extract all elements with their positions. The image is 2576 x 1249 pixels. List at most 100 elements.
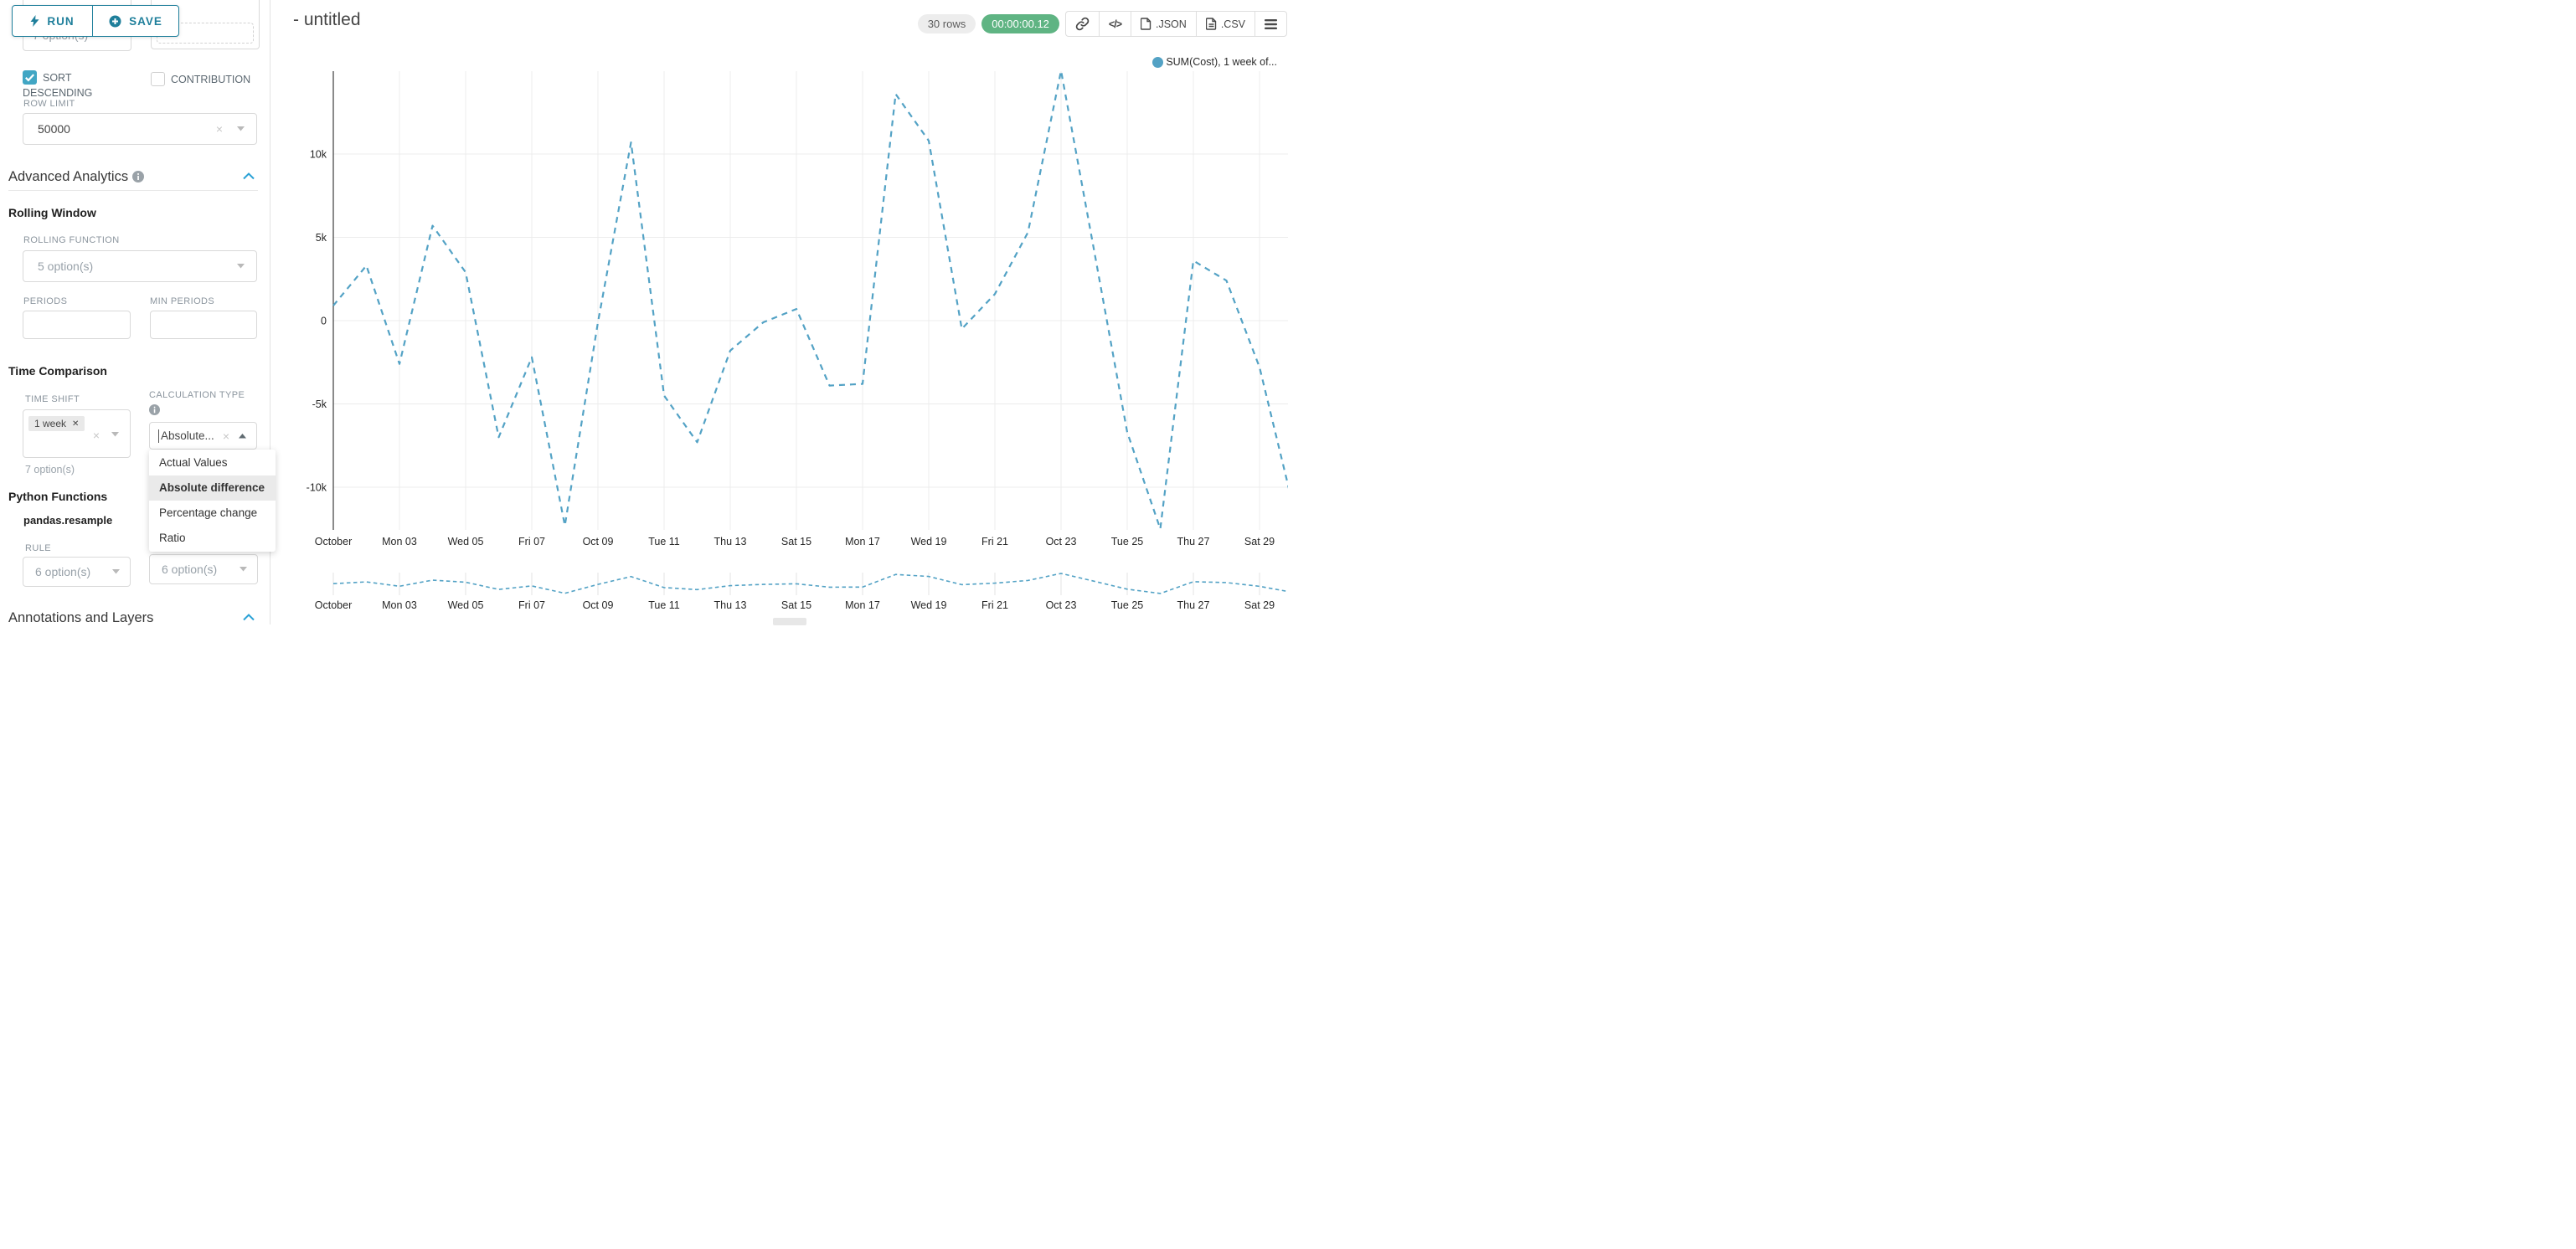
mini-x-tick-label: Fri 21	[981, 599, 1008, 611]
chart-panel: - untitled 30 rows 00:00:00.12 </> .JSON	[270, 0, 1288, 625]
periods-label: PERIODS	[23, 296, 68, 306]
row-limit-select[interactable]: 50000 ×	[23, 113, 257, 145]
chevron-up-icon[interactable]	[243, 172, 255, 180]
periods-input[interactable]	[23, 311, 131, 339]
time-shift-label: TIME SHIFT	[25, 394, 80, 404]
mini-x-tick-label: Thu 13	[714, 599, 747, 611]
dropdown-option[interactable]: Actual Values	[159, 456, 228, 469]
plus-circle-icon	[109, 15, 121, 27]
run-button[interactable]: RUN	[13, 6, 92, 36]
time-shift-helper-text: 7 option(s)	[25, 464, 75, 475]
x-icon[interactable]: ×	[215, 122, 223, 136]
x-tick-label: Oct 23	[1046, 536, 1077, 547]
x-icon[interactable]: ×	[92, 429, 100, 442]
legend-label: SUM(Cost), 1 week of...	[1166, 56, 1277, 68]
x-tick-label: Sat 29	[1244, 536, 1275, 547]
rolling-function-label: ROLLING FUNCTION	[23, 235, 120, 245]
lightning-bolt-icon	[30, 15, 39, 27]
save-button-label: SAVE	[129, 14, 162, 28]
file-icon	[1141, 18, 1151, 30]
mini-series-line	[332, 573, 1288, 594]
rolling-function-placeholder: 5 option(s)	[38, 260, 94, 273]
chart-title[interactable]: - untitled	[293, 10, 361, 29]
x-tick-label: Thu 27	[1177, 536, 1210, 547]
time-comparison-title: Time Comparison	[8, 364, 107, 378]
mini-x-tick-label: Tue 11	[648, 599, 680, 611]
x-tick-label: Thu 13	[714, 536, 747, 547]
row-limit-label: ROW LIMIT	[23, 99, 75, 109]
caret-down-icon	[112, 569, 120, 574]
rule-label: RULE	[25, 543, 51, 553]
mini-x-tick-label: Oct 09	[583, 599, 614, 611]
y-tick-label: -10k	[307, 482, 327, 494]
sort-descending-field: SORT DESCENDING	[23, 70, 111, 100]
x-tick-label: Tue 11	[648, 536, 680, 547]
chevron-up-icon[interactable]	[243, 614, 255, 621]
mini-x-tick-label: Thu 27	[1177, 599, 1210, 611]
export-csv-label: .CSV	[1220, 18, 1245, 30]
x-tick-label: Wed 05	[448, 536, 484, 547]
share-link-button[interactable]	[1066, 12, 1099, 36]
link-icon	[1075, 17, 1090, 31]
mini-x-tick-label: Fri 07	[518, 599, 545, 611]
mini-x-tick-label: Oct 23	[1046, 599, 1077, 611]
y-tick-label: -5k	[312, 398, 327, 410]
more-options-button[interactable]	[1255, 12, 1286, 36]
context-zoom-handle[interactable]	[773, 618, 806, 625]
check-icon	[25, 74, 35, 82]
calculation-type-label: CALCULATION TYPE	[149, 390, 245, 400]
x-icon[interactable]: ✕	[72, 419, 80, 429]
export-json-label: .JSON	[1156, 18, 1187, 30]
caret-down-icon	[111, 432, 119, 437]
caret-down-icon	[237, 264, 245, 269]
chart-header-actions: 30 rows 00:00:00.12 </> .JSON	[917, 11, 1287, 37]
timeseries-chart[interactable]: -10k -5k 0 5k 10k October October Mon 03 Mon 03 W…	[270, 0, 1288, 624]
export-json-button[interactable]: .JSON	[1131, 12, 1196, 36]
code-icon: </>	[1108, 18, 1122, 30]
run-save-button-group: RUN SAVE	[12, 5, 179, 37]
info-icon	[131, 171, 144, 182]
text-cursor	[158, 429, 159, 443]
x-tick-label: Fri 07	[518, 536, 545, 547]
menu-icon	[1265, 18, 1277, 29]
y-tick-label: 5k	[316, 232, 327, 244]
info-icon	[149, 404, 160, 415]
x-icon[interactable]: ×	[222, 429, 229, 443]
contribution-checkbox[interactable]	[151, 72, 165, 86]
calculation-type-dropdown-menu: Actual Values Absolute difference Percenta…	[149, 450, 276, 552]
run-button-label: RUN	[47, 14, 75, 28]
rule-second-select[interactable]: 6 option(s)	[149, 554, 258, 584]
dropdown-option[interactable]: Absolute difference	[149, 475, 276, 501]
x-tick-label: Sat 15	[781, 536, 811, 547]
min-periods-input[interactable]	[150, 311, 257, 339]
x-tick-label: Mon 03	[382, 536, 417, 547]
advanced-analytics-header[interactable]: Advanced Analytics	[8, 169, 144, 185]
mini-x-tick-label: Tue 25	[1111, 599, 1144, 611]
section-divider	[8, 190, 258, 191]
time-shift-multiselect[interactable]: 1 week ✕ ×	[23, 409, 131, 458]
x-tick-label: Wed 19	[911, 536, 947, 547]
x-tick-label: Oct 09	[583, 536, 614, 547]
python-functions-title: Python Functions	[8, 490, 108, 503]
chart-legend[interactable]: SUM(Cost), 1 week of...	[1152, 56, 1277, 68]
x-tick-label: Tue 25	[1111, 536, 1144, 547]
save-button[interactable]: SAVE	[92, 6, 178, 36]
rule-select[interactable]: 6 option(s)	[23, 557, 131, 587]
x-tick-label: Mon 17	[845, 536, 880, 547]
caret-down-icon	[237, 126, 245, 131]
calculation-type-select[interactable]: Absolute... ×	[149, 422, 257, 450]
dropdown-option[interactable]: Percentage change	[159, 506, 258, 519]
dropdown-option[interactable]: Ratio	[159, 532, 186, 544]
row-count-badge: 30 rows	[917, 14, 976, 33]
y-tick-label: 0	[321, 316, 327, 327]
query-timer-badge: 00:00:00.12	[981, 14, 1059, 33]
x-tick-label: October	[315, 536, 352, 547]
sort-descending-checkbox[interactable]	[23, 70, 37, 85]
mini-x-tick-label: Mon 17	[845, 599, 880, 611]
caret-down-icon	[240, 567, 247, 572]
embed-code-button[interactable]: </>	[1098, 12, 1131, 36]
min-periods-label: MIN PERIODS	[150, 296, 215, 306]
rolling-function-select[interactable]: 5 option(s)	[23, 250, 257, 282]
export-csv-button[interactable]: .CSV	[1195, 12, 1255, 36]
rule-second-placeholder: 6 option(s)	[162, 563, 218, 576]
